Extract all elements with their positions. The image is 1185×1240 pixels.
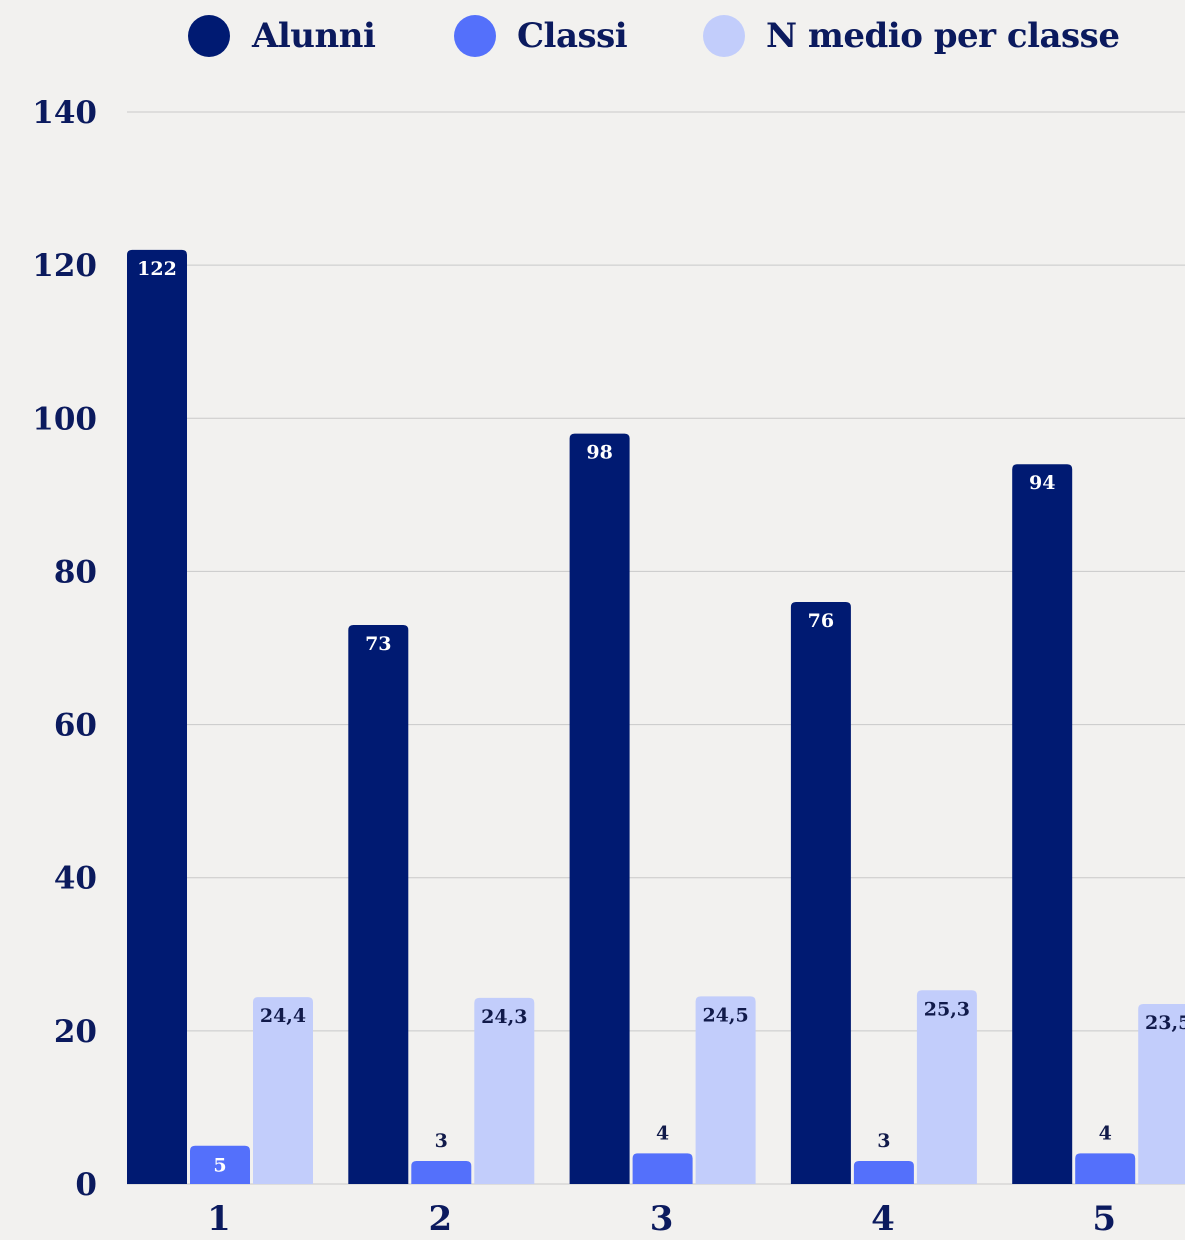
data-label: 24,5 xyxy=(702,1004,748,1026)
bar xyxy=(474,997,535,1184)
y-tick-label: 140 xyxy=(32,95,97,131)
data-label: 122 xyxy=(137,258,177,280)
y-tick-label: 120 xyxy=(32,248,97,284)
data-label: 4 xyxy=(656,1122,669,1144)
x-axis-ticks: 1 2 3 4 5 xyxy=(207,1199,1116,1239)
bar xyxy=(1138,1004,1185,1184)
bar xyxy=(632,1153,693,1184)
data-labels: 122 5 24,4 73 3 24,3 98 4 24,5 76 3 25,3 94 4 23,5 xyxy=(137,258,1185,1177)
legend-label: Classi xyxy=(517,16,628,56)
y-tick-label: 80 xyxy=(54,554,97,590)
bar xyxy=(916,990,977,1184)
legend-swatch xyxy=(454,15,496,57)
bar xyxy=(190,1145,250,1184)
bar xyxy=(853,1161,914,1184)
bar xyxy=(1012,464,1073,1184)
y-tick-label: 20 xyxy=(54,1014,97,1050)
y-tick-label: 0 xyxy=(75,1167,97,1203)
bar xyxy=(253,997,313,1184)
data-label: 98 xyxy=(586,442,612,464)
legend: Alunni Classi N medio per classe xyxy=(188,15,1120,57)
bar xyxy=(348,625,409,1184)
x-tick-label: 1 xyxy=(207,1199,231,1236)
legend-label: N medio per classe xyxy=(766,16,1119,56)
data-label: 94 xyxy=(1029,472,1055,494)
bar xyxy=(569,433,630,1185)
y-axis-ticks: 0 20 40 60 80 100 120 140 xyxy=(32,95,97,1203)
data-label: 3 xyxy=(435,1130,448,1152)
y-tick-label: 60 xyxy=(54,708,97,744)
data-label: 5 xyxy=(213,1155,226,1177)
data-label: 23,5 xyxy=(1145,1012,1185,1034)
bar xyxy=(695,996,756,1184)
bar xyxy=(127,249,187,1185)
y-tick-label: 40 xyxy=(54,861,97,897)
data-label: 73 xyxy=(365,633,391,655)
data-label: 25,3 xyxy=(924,998,970,1020)
legend-label: Alunni xyxy=(251,16,376,56)
data-label: 24,3 xyxy=(481,1006,527,1028)
x-tick-label: 5 xyxy=(1092,1199,1116,1236)
bar xyxy=(411,1161,472,1184)
bar xyxy=(1075,1153,1136,1184)
legend-swatch xyxy=(188,15,230,57)
x-tick-label: 3 xyxy=(650,1199,674,1236)
x-tick-label: 4 xyxy=(871,1199,895,1236)
data-label: 76 xyxy=(808,610,834,632)
x-tick-label: 2 xyxy=(428,1199,452,1236)
data-label: 3 xyxy=(877,1130,890,1152)
bars xyxy=(127,249,1185,1185)
data-label: 4 xyxy=(1099,1122,1112,1144)
bar xyxy=(790,602,851,1184)
data-label: 24,4 xyxy=(260,1005,306,1027)
y-tick-label: 100 xyxy=(32,401,97,437)
legend-swatch xyxy=(703,15,745,57)
